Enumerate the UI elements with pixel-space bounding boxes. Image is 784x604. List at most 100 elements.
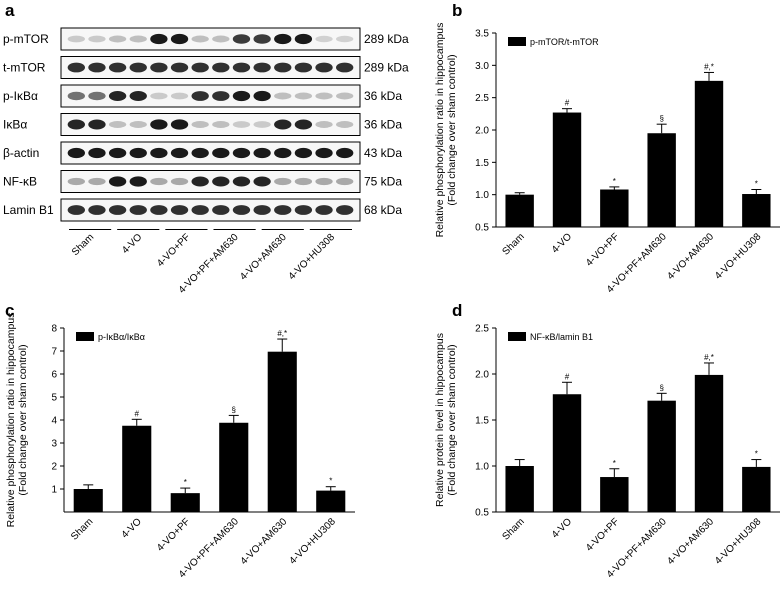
blot-band (150, 205, 168, 215)
blot-strip (60, 56, 361, 79)
blot-strip (60, 113, 361, 136)
y-tick-label: 3.0 (475, 61, 489, 72)
significance-mark: § (659, 383, 663, 392)
blot-band (336, 147, 354, 159)
blot-band (294, 92, 313, 100)
blot-band (67, 91, 85, 101)
significance-mark: § (659, 114, 663, 123)
bar (505, 194, 534, 227)
blot-kda-label: 289 kDa (364, 61, 409, 75)
bar (742, 466, 771, 512)
blot-protein-label: t-mTOR (3, 61, 46, 75)
legend-swatch (508, 37, 526, 46)
x-tick-label: 4-VO (550, 516, 574, 540)
lane-label: 4-VO+HU308 (287, 232, 338, 283)
blot-band (315, 62, 333, 73)
bar (170, 493, 200, 512)
legend-label: NF-κB/lamin B1 (530, 332, 593, 342)
blot-kda-label: 36 kDa (364, 89, 402, 103)
blot-band (150, 92, 168, 100)
blot-band (191, 176, 209, 187)
legend-swatch (76, 332, 94, 341)
blot-protein-label: IκBα (3, 118, 27, 132)
blot-band (108, 147, 127, 159)
blot-kda-label: 289 kDa (364, 32, 409, 46)
blot-band (274, 62, 292, 73)
bar-chart-b: 0.5 1.0 1.5 2.0 2.5 3.0 3.5 Relative phosphoryl… (434, 23, 780, 295)
blot-band (315, 121, 333, 128)
y-tick-label: 2 (51, 462, 57, 473)
blot-band (294, 147, 313, 159)
blot-band (191, 205, 209, 215)
blot-band (150, 62, 168, 73)
blot-band (150, 33, 168, 45)
blot-band (88, 119, 106, 130)
blot-band (315, 147, 333, 159)
significance-mark: * (329, 477, 332, 486)
significance-mark: * (755, 179, 758, 188)
blot-band (88, 147, 106, 159)
significance-mark: * (184, 478, 187, 487)
bar (219, 422, 249, 512)
blot-band (191, 62, 209, 73)
y-tick-label: 8 (51, 324, 57, 335)
blot-band (108, 35, 127, 43)
blot-band (336, 92, 354, 100)
blot-band (88, 205, 106, 215)
y-tick-label: 1.5 (475, 158, 489, 169)
bar (600, 189, 629, 227)
x-tick-label: 4-VO+HU308 (287, 516, 338, 567)
blot-band (274, 177, 292, 186)
blot-band (212, 205, 230, 215)
blot-band (129, 147, 147, 159)
blot-band (232, 90, 251, 102)
x-tick-label: 4-VO+PF (155, 516, 192, 553)
blot-band (170, 177, 189, 186)
blot-band (108, 205, 127, 215)
bar (647, 133, 676, 227)
blot-band (212, 35, 230, 43)
blot-protein-label: Lamin B1 (3, 203, 54, 217)
x-tick-label: Sham (501, 516, 527, 542)
y-tick-label: 6 (51, 370, 57, 381)
panel-label-a: a (5, 1, 15, 20)
blot-band (274, 119, 292, 130)
y-tick-label: 5 (51, 393, 57, 404)
bar (122, 425, 152, 512)
y-tick-label: 2.5 (475, 324, 489, 335)
blot-band (191, 91, 209, 101)
x-tick-label: 4-VO (120, 516, 144, 540)
blot-band (129, 176, 147, 187)
y-axis-label: Relative phosphorylation ratio in hippoc… (434, 23, 446, 238)
blot-band (88, 177, 106, 186)
significance-mark: # (135, 409, 140, 418)
lane-label: 4-VO+PF (155, 232, 192, 269)
significance-mark: #,* (704, 353, 714, 362)
blot-band (170, 119, 189, 130)
bar (552, 394, 582, 512)
bar (316, 490, 346, 512)
blot-band (253, 176, 271, 187)
significance-mark: # (565, 99, 570, 108)
blot-band (170, 205, 189, 215)
blot-kda-label: 75 kDa (364, 175, 402, 189)
blot-band (212, 147, 230, 159)
x-tick-label: 4-VO+AM630 (239, 516, 290, 567)
blot-band (274, 33, 292, 45)
blot-band (232, 205, 251, 215)
blot-band (150, 147, 168, 159)
blot-band (67, 35, 85, 43)
blot-band (108, 121, 127, 128)
blot-band (336, 62, 354, 73)
y-tick-label: 0.5 (475, 223, 489, 234)
blot-band (88, 62, 106, 73)
blot-band (294, 119, 313, 130)
blot-band (170, 33, 189, 45)
x-tick-label: 4-VO+PF (584, 516, 621, 553)
blot-band (336, 121, 354, 128)
y-tick-label: 3 (51, 439, 57, 450)
blot-band (232, 62, 251, 73)
y-tick-label: 4 (51, 416, 57, 427)
blot-band (315, 205, 333, 215)
y-tick-label: 1.0 (475, 190, 489, 201)
